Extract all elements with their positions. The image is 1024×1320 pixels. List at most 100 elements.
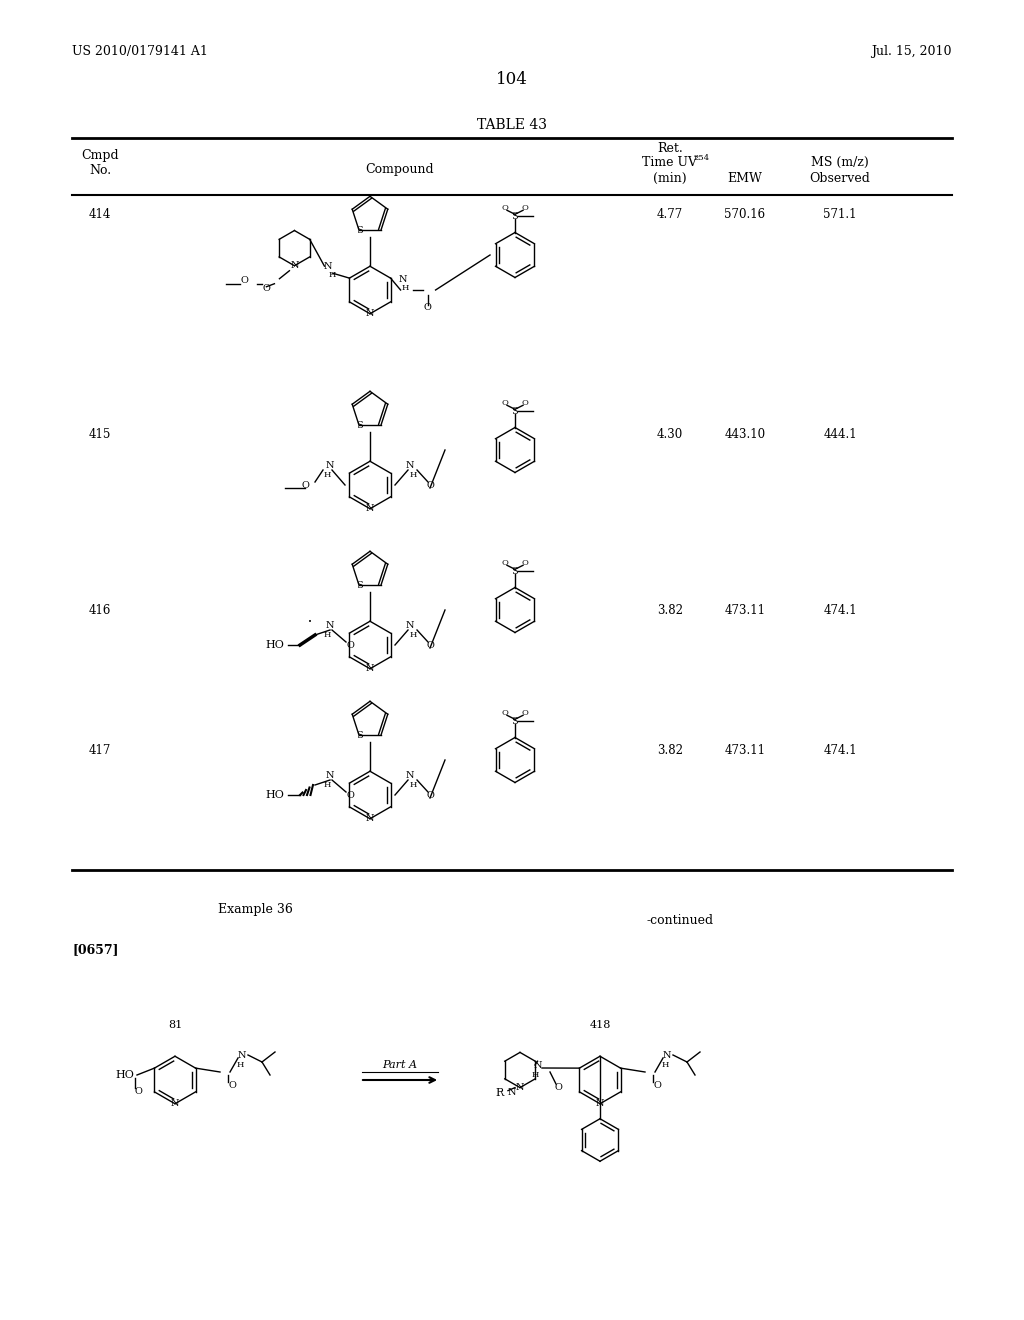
Text: N: N (366, 504, 374, 513)
Text: N: N (326, 461, 334, 470)
Text: 444.1: 444.1 (823, 429, 857, 441)
Text: 473.11: 473.11 (725, 743, 766, 756)
Text: H: H (410, 631, 417, 639)
Text: O: O (241, 276, 249, 285)
Text: 415: 415 (89, 429, 112, 441)
Text: O: O (521, 560, 528, 568)
Text: HO: HO (116, 1071, 134, 1080)
Text: O: O (426, 791, 434, 800)
Text: 3.82: 3.82 (657, 603, 683, 616)
Text: HO: HO (265, 640, 285, 649)
Text: O: O (301, 480, 309, 490)
Text: S: S (355, 226, 362, 235)
Text: S: S (512, 717, 518, 726)
Text: O: O (262, 284, 270, 293)
Text: O: O (521, 205, 528, 213)
Text: S: S (512, 566, 518, 576)
Text: 414: 414 (89, 209, 112, 222)
Text: N: N (534, 1060, 543, 1069)
Text: 570.16: 570.16 (724, 209, 766, 222)
Text: S: S (512, 407, 518, 416)
Text: N: N (326, 771, 334, 780)
Text: Observed: Observed (810, 172, 870, 185)
Text: US 2010/0179141 A1: US 2010/0179141 A1 (72, 45, 208, 58)
Text: S: S (355, 581, 362, 590)
Text: H: H (324, 471, 331, 479)
Text: 4.30: 4.30 (656, 429, 683, 441)
Text: O: O (502, 205, 509, 213)
Text: N: N (366, 309, 374, 318)
Text: O: O (502, 399, 509, 408)
Text: 104: 104 (496, 71, 528, 88)
Text: N: N (171, 1100, 179, 1109)
Text: 254: 254 (693, 154, 710, 162)
Text: 4.77: 4.77 (656, 209, 683, 222)
Text: HO: HO (265, 789, 285, 800)
Text: -continued: -continued (646, 913, 714, 927)
Text: O: O (424, 302, 431, 312)
Text: Jul. 15, 2010: Jul. 15, 2010 (871, 45, 952, 58)
Text: Ret.: Ret. (657, 141, 683, 154)
Text: 418: 418 (590, 1020, 610, 1030)
Text: O: O (502, 560, 509, 568)
Text: (min): (min) (653, 172, 687, 185)
Text: N: N (326, 620, 334, 630)
Text: O: O (426, 640, 434, 649)
Text: H: H (410, 781, 417, 789)
Text: O: O (521, 709, 528, 717)
Text: S: S (355, 421, 362, 429)
Text: N: N (508, 1088, 516, 1097)
Text: S: S (355, 731, 362, 739)
Text: 416: 416 (89, 603, 112, 616)
Text: Part A: Part A (383, 1060, 418, 1071)
Text: [0657]: [0657] (72, 944, 119, 957)
Text: N: N (596, 1100, 604, 1109)
Text: TABLE 43: TABLE 43 (477, 117, 547, 132)
Text: N: N (366, 814, 374, 824)
Text: Compound: Compound (366, 164, 434, 177)
Text: O: O (346, 791, 354, 800)
Text: H: H (531, 1071, 539, 1078)
Text: N: N (324, 261, 332, 271)
Text: N: N (290, 261, 299, 271)
Text: R: R (496, 1088, 504, 1098)
Text: N: N (398, 276, 407, 285)
Text: 3.82: 3.82 (657, 743, 683, 756)
Text: O: O (228, 1081, 236, 1089)
Text: Example 36: Example 36 (217, 903, 293, 916)
Text: N: N (406, 620, 415, 630)
Text: Cmpd: Cmpd (81, 149, 119, 161)
Text: O: O (346, 640, 354, 649)
Text: O: O (426, 480, 434, 490)
Text: N: N (516, 1084, 524, 1092)
Text: EMW: EMW (728, 172, 763, 185)
Text: H: H (410, 471, 417, 479)
Text: O: O (653, 1081, 660, 1089)
Text: H: H (237, 1061, 244, 1069)
Text: O: O (554, 1084, 562, 1093)
Text: N: N (406, 461, 415, 470)
Text: 443.10: 443.10 (724, 429, 766, 441)
Text: 474.1: 474.1 (823, 603, 857, 616)
Text: N: N (663, 1051, 672, 1060)
Text: H: H (401, 284, 410, 292)
Text: N: N (238, 1051, 246, 1060)
Text: O: O (502, 709, 509, 717)
Text: 571.1: 571.1 (823, 209, 857, 222)
Text: •: • (308, 619, 312, 624)
Text: H: H (324, 631, 331, 639)
Text: S: S (512, 211, 518, 220)
Text: O: O (521, 399, 528, 408)
Text: 473.11: 473.11 (725, 603, 766, 616)
Text: O: O (134, 1088, 142, 1097)
Text: 474.1: 474.1 (823, 743, 857, 756)
Text: 417: 417 (89, 743, 112, 756)
Text: N: N (406, 771, 415, 780)
Text: N: N (366, 664, 374, 673)
Text: H: H (662, 1061, 669, 1069)
Text: H: H (329, 271, 336, 279)
Text: 81: 81 (168, 1020, 182, 1030)
Text: MS (m/z): MS (m/z) (811, 156, 869, 169)
Text: No.: No. (89, 164, 111, 177)
Text: Time UV: Time UV (642, 156, 697, 169)
